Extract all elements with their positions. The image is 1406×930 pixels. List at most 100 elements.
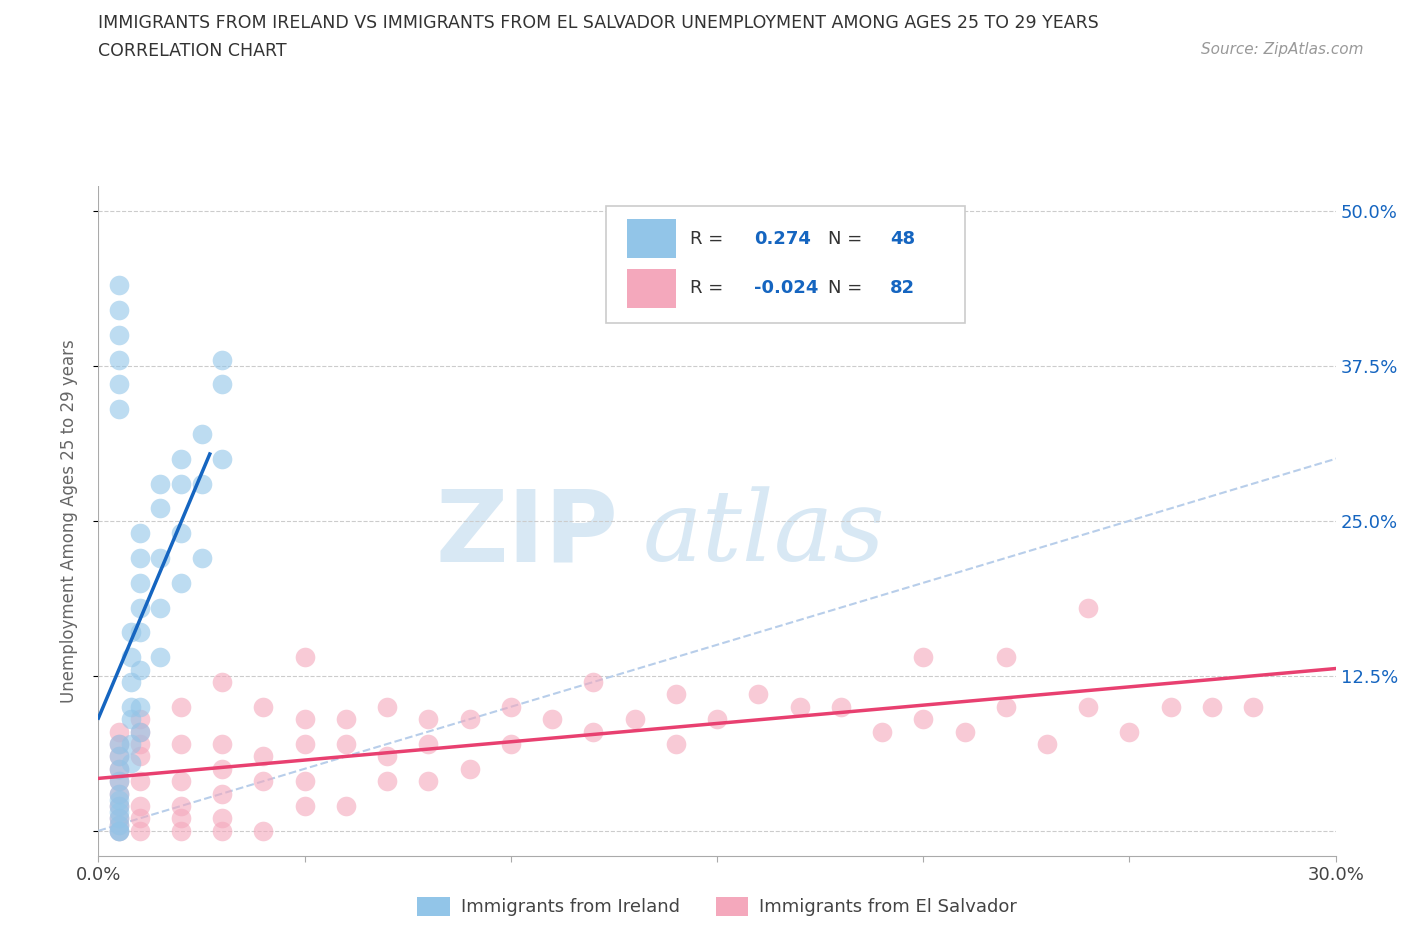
Point [499,699,522,714]
Point [149,476,172,491]
Point [211,737,233,751]
Point [149,501,172,516]
Point [108,278,131,293]
Point [1077,699,1099,714]
Legend: Immigrants from Ireland, Immigrants from El Salvador: Immigrants from Ireland, Immigrants from… [411,890,1024,923]
Text: ZIP: ZIP [436,485,619,583]
Point [120,755,142,770]
Point [994,650,1017,665]
Point [458,711,481,726]
Bar [627,269,676,308]
Point [252,749,274,764]
Point [108,811,131,826]
Point [335,799,357,814]
Point [252,774,274,789]
Point [128,662,150,677]
Point [108,799,131,814]
Point [1241,699,1264,714]
Point [953,724,976,739]
Point [190,427,212,442]
Point [108,799,131,814]
FancyBboxPatch shape [606,206,965,324]
Point [149,650,172,665]
Point [128,711,150,726]
Text: 0.274: 0.274 [754,230,811,248]
Point [665,687,688,702]
Point [108,804,131,819]
Point [108,823,131,838]
Point [211,811,233,826]
Point [1118,724,1140,739]
Point [211,674,233,689]
Point [108,737,131,751]
Point [128,724,150,739]
Point [108,749,131,764]
Point [994,699,1017,714]
Point [211,762,233,777]
Point [128,823,150,838]
Point [375,699,398,714]
Point [190,476,212,491]
Point [375,749,398,764]
Point [582,674,605,689]
Point [108,302,131,317]
Y-axis label: Unemployment Among Ages 25 to 29 years: Unemployment Among Ages 25 to 29 years [59,339,77,703]
Point [582,724,605,739]
Text: 82: 82 [890,279,915,298]
Point [128,600,150,615]
Point [418,774,440,789]
Point [108,352,131,367]
Text: Source: ZipAtlas.com: Source: ZipAtlas.com [1201,42,1364,57]
Text: 48: 48 [890,230,915,248]
Point [108,327,131,342]
Point [252,823,274,838]
Point [170,799,193,814]
Point [706,711,728,726]
Point [294,774,316,789]
Point [128,799,150,814]
Point [108,792,131,807]
Bar [627,219,676,259]
Point [108,774,131,789]
Point [128,774,150,789]
Point [120,674,142,689]
Point [294,711,316,726]
Point [252,699,274,714]
Point [789,699,811,714]
Point [541,711,564,726]
Point [458,762,481,777]
Point [375,774,398,789]
Point [108,823,131,838]
Point [170,699,193,714]
Point [149,600,172,615]
Point [190,551,212,565]
Point [170,525,193,540]
Point [108,762,131,777]
Point [1201,699,1223,714]
Point [418,737,440,751]
Point [120,699,142,714]
Point [170,811,193,826]
Point [128,811,150,826]
Point [128,576,150,591]
Point [128,724,150,739]
Point [211,352,233,367]
Point [1036,737,1059,751]
Text: N =: N = [828,279,863,298]
Point [120,711,142,726]
Text: atlas: atlas [643,486,886,582]
Point [128,525,150,540]
Point [170,451,193,466]
Point [623,711,645,726]
Point [128,699,150,714]
Point [108,823,131,838]
Point [128,737,150,751]
Point [108,774,131,789]
Point [170,737,193,751]
Point [211,377,233,392]
Point [108,817,131,832]
Text: CORRELATION CHART: CORRELATION CHART [98,42,287,60]
Point [294,650,316,665]
Point [120,625,142,640]
Point [108,811,131,826]
